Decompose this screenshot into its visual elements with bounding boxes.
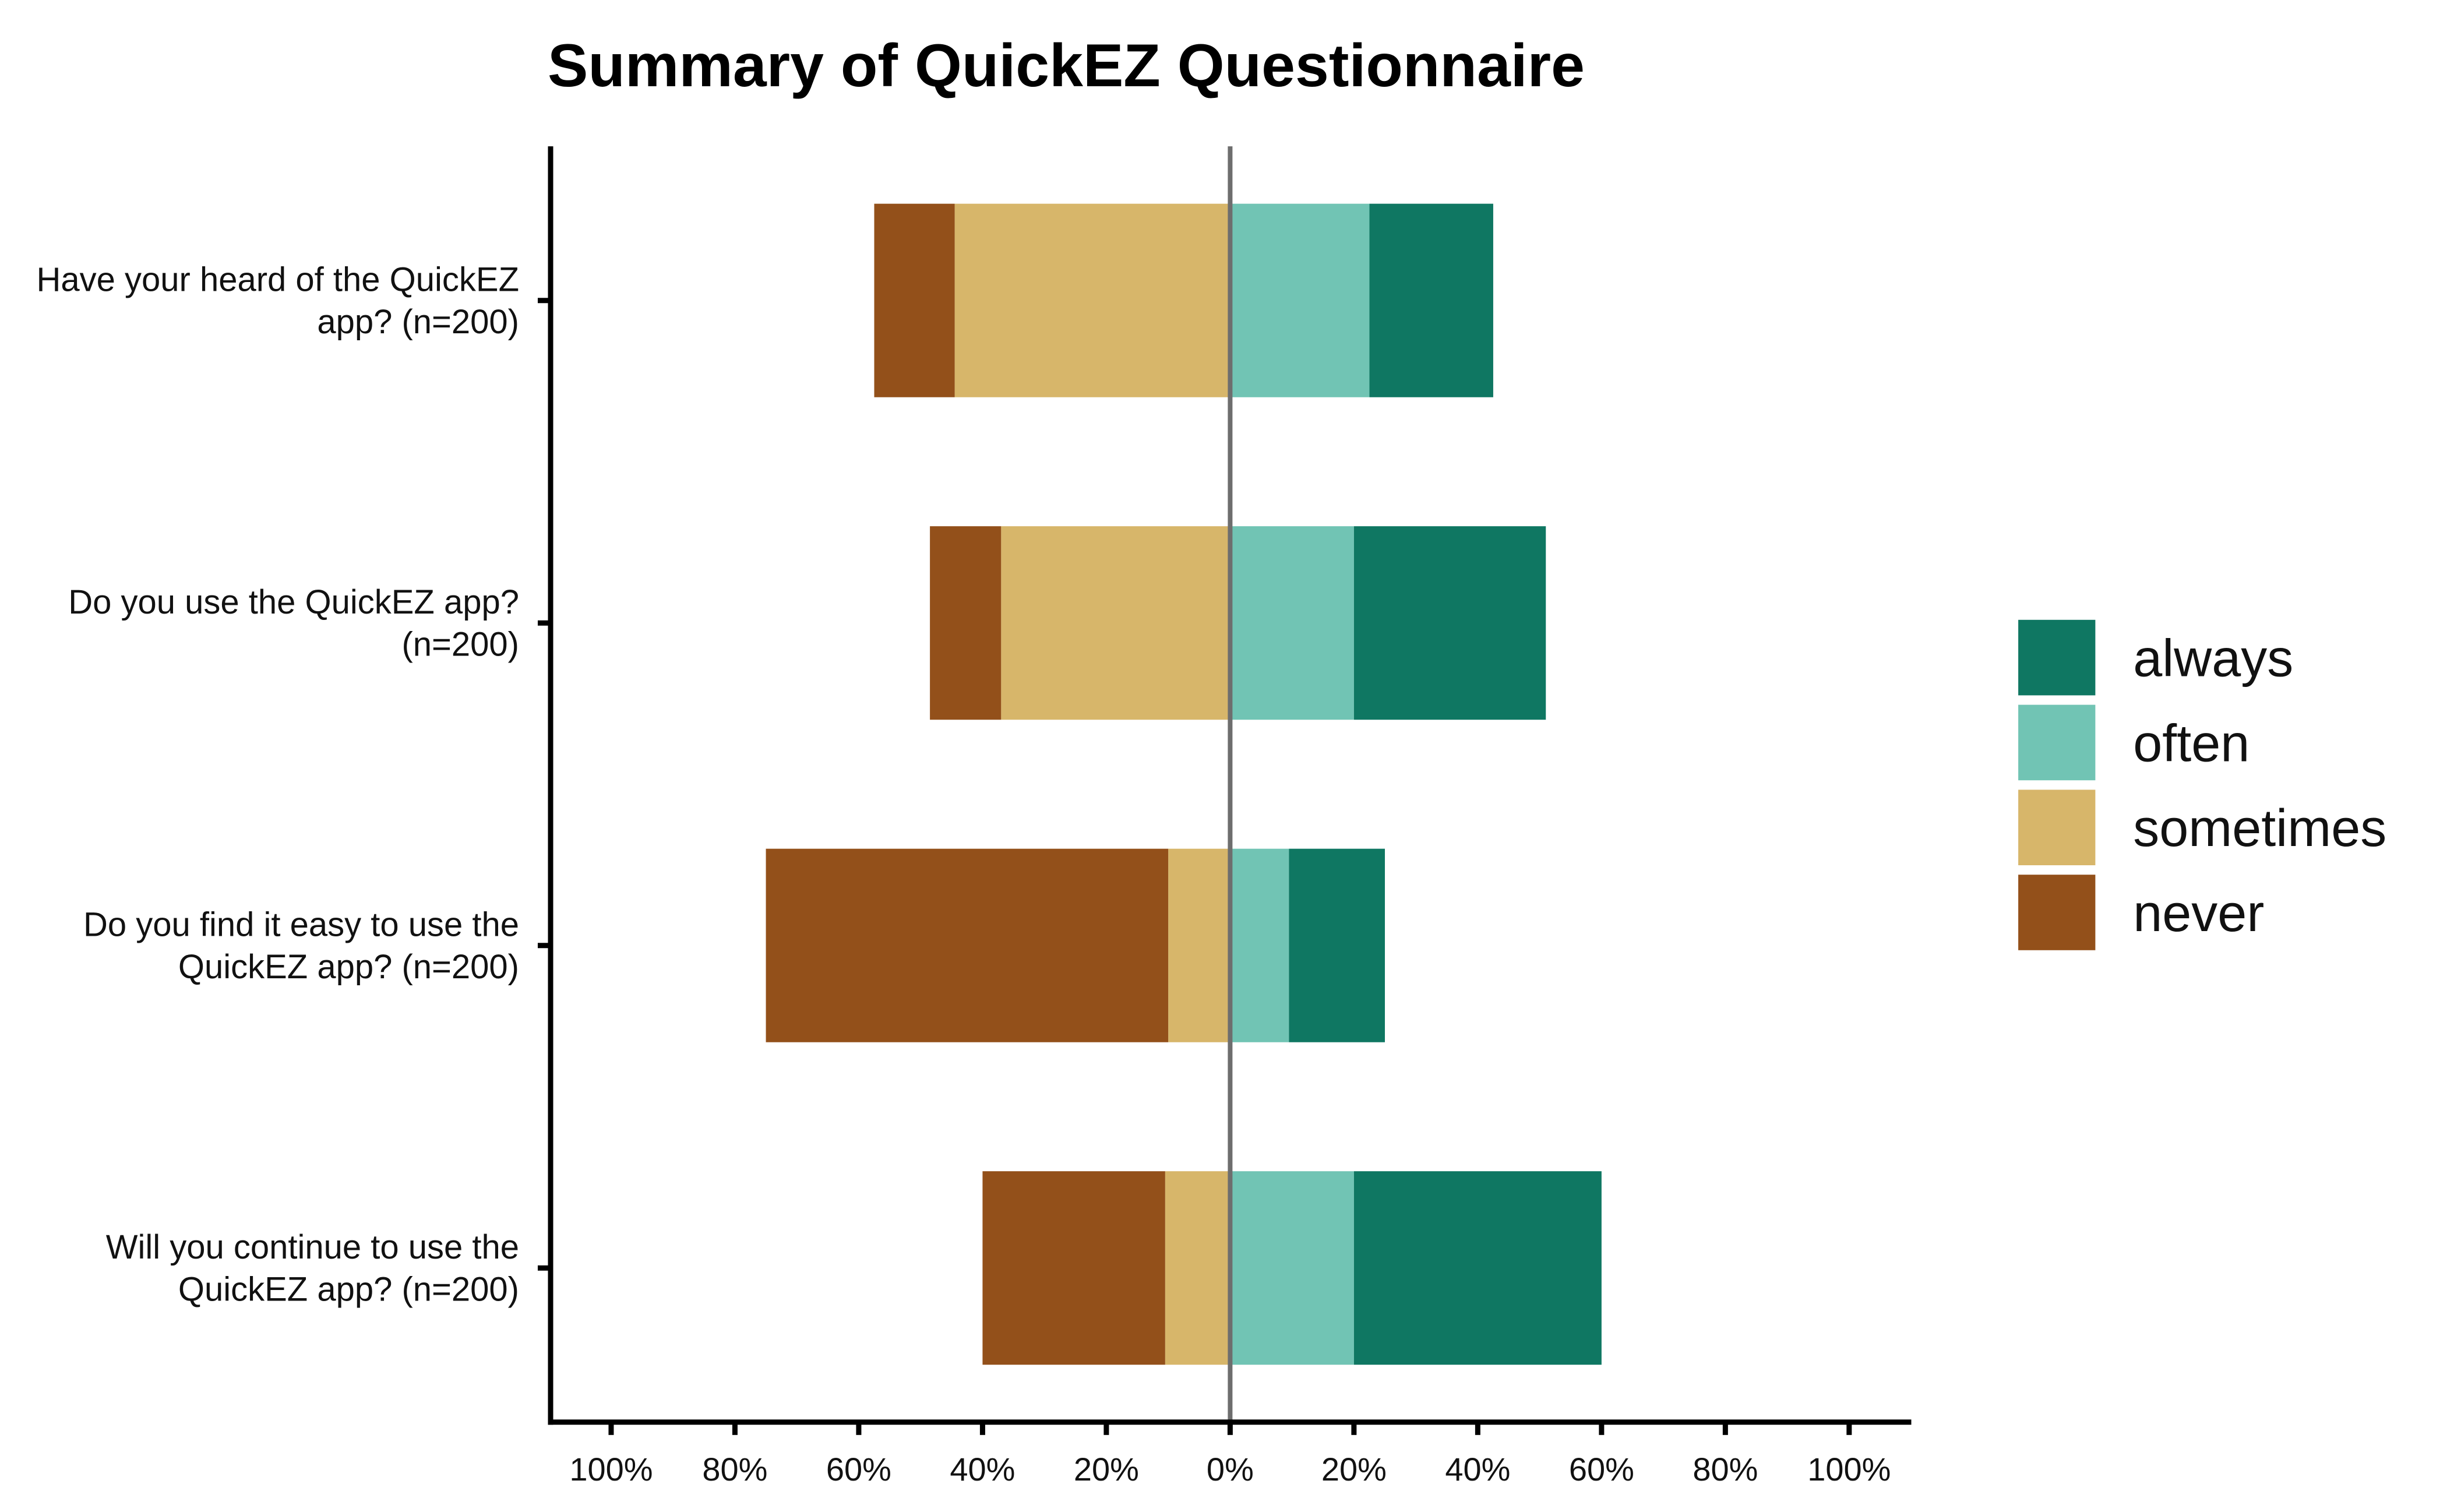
bar-often-0	[1230, 203, 1370, 397]
bar-never-3	[982, 1171, 1165, 1365]
legend-key-often	[2018, 704, 2096, 781]
legend-key-always	[2018, 619, 2096, 696]
legend-key-sometimes	[2018, 790, 2096, 865]
bar-always-2	[1289, 848, 1385, 1042]
bar-always-3	[1353, 1171, 1602, 1365]
legend-label-sometimes: sometimes	[2133, 799, 2386, 858]
x-tick-label-9: 80%	[1693, 1451, 1758, 1488]
category-label-3-0: Will you continue to use the	[106, 1228, 519, 1266]
category-label-1-0: Do you use the QuickEZ app?	[68, 583, 519, 621]
legend-label-never: never	[2133, 884, 2264, 943]
bar-often-1	[1230, 526, 1354, 720]
x-tick-label-6: 20%	[1321, 1451, 1387, 1488]
bar-always-0	[1369, 203, 1493, 397]
bar-sometimes-3	[1165, 1171, 1230, 1365]
x-tick-label-2: 60%	[826, 1451, 891, 1488]
x-tick-label-1: 80%	[702, 1451, 767, 1488]
bar-sometimes-1	[1001, 526, 1230, 720]
category-label-3-1: QuickEZ app? (n=200)	[178, 1271, 519, 1309]
bar-sometimes-2	[1168, 848, 1230, 1042]
legend-label-often: often	[2133, 714, 2249, 773]
category-label-2-1: QuickEZ app? (n=200)	[178, 948, 519, 986]
category-label-1-1: (n=200)	[401, 626, 519, 664]
x-tick-label-10: 100%	[1807, 1451, 1891, 1488]
x-tick-label-8: 60%	[1569, 1451, 1634, 1488]
category-label-0-0: Have your heard of the QuickEZ	[36, 260, 519, 298]
x-tick-label-3: 40%	[950, 1451, 1015, 1488]
bar-sometimes-0	[954, 203, 1230, 397]
x-tick-label-4: 20%	[1074, 1451, 1139, 1488]
bar-always-1	[1353, 526, 1546, 720]
bar-never-1	[930, 526, 1002, 720]
bar-never-0	[874, 203, 955, 397]
chart-title: Summary of QuickEZ Questionnaire	[548, 32, 1585, 100]
x-tick-label-0: 100%	[569, 1451, 653, 1488]
category-label-0-1: app? (n=200)	[317, 303, 519, 341]
x-tick-label-5: 0%	[1207, 1451, 1254, 1488]
category-label-2-0: Do you find it easy to use the	[83, 905, 519, 943]
legend: always often sometimes never	[2018, 619, 2386, 950]
bars-group	[766, 203, 1602, 1365]
x-tick-label-7: 40%	[1445, 1451, 1510, 1488]
x-axis-ticks: 100% 80% 60% 40% 20% 0% 20% 40% 60% 80% 100%	[569, 1422, 1891, 1488]
bar-often-2	[1230, 848, 1289, 1042]
legend-key-never	[2018, 875, 2096, 950]
bar-often-3	[1230, 1171, 1354, 1365]
bar-never-2	[766, 848, 1169, 1042]
y-axis-ticks: Have your heard of the QuickEZ app? (n=20…	[36, 260, 551, 1309]
legend-label-always: always	[2133, 630, 2293, 688]
